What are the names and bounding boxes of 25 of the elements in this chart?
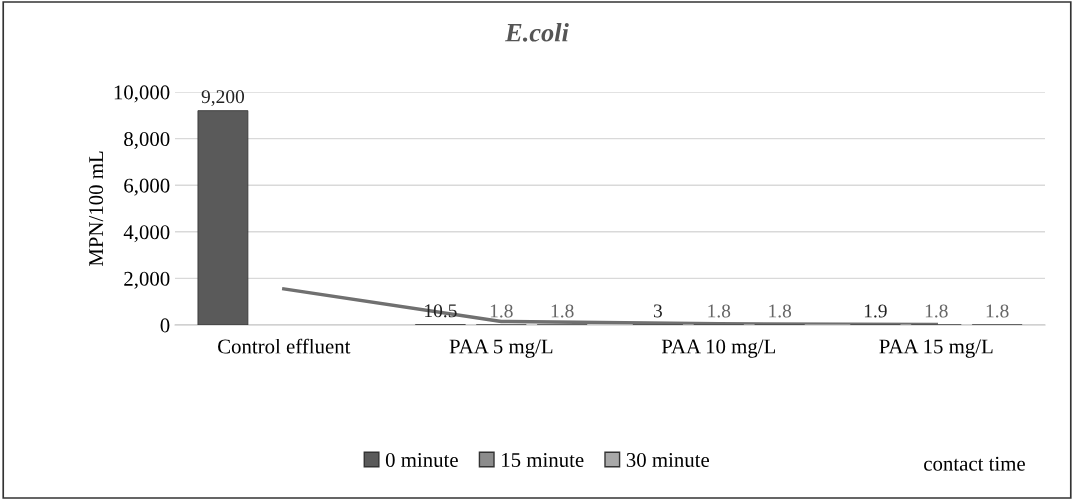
data-label: 1.8 xyxy=(925,304,948,318)
data-label: 9,200 xyxy=(201,90,245,106)
data-label: 1.8 xyxy=(986,304,1009,318)
y-tick-label: 8,000 xyxy=(124,131,170,150)
y-tick-label: 2,000 xyxy=(124,271,170,289)
data-label: 1.8 xyxy=(551,304,574,318)
legend-label: 30 minute xyxy=(626,452,710,468)
data-label: 1.9 xyxy=(864,304,887,318)
legend-label: 0 minute xyxy=(385,452,458,468)
x-tick-label: PAA 15 mg/L xyxy=(879,339,993,358)
x-tick-label: Control effluent xyxy=(218,338,351,354)
text: contact time xyxy=(924,456,1025,471)
legend-label: 15 minute xyxy=(502,453,584,468)
x-tick-label: PAA 10 mg/L xyxy=(661,339,776,358)
data-label: 1.8 xyxy=(708,304,731,318)
y-tick-label: 10,000 xyxy=(114,85,170,103)
y-tick-label: 6,000 xyxy=(124,178,170,196)
y-tick-label: 4,000 xyxy=(123,225,170,243)
y-tick-label: 0 xyxy=(160,318,170,333)
data-label: 1.8 xyxy=(769,304,792,318)
x-tick-label: PAA 5 mg/L xyxy=(449,339,553,358)
y-axis-title: MPN/100 mL xyxy=(89,151,104,267)
chart-title: E.coli xyxy=(504,23,569,42)
data-label: 3 xyxy=(653,304,662,318)
data-label: 1.8 xyxy=(490,304,513,318)
